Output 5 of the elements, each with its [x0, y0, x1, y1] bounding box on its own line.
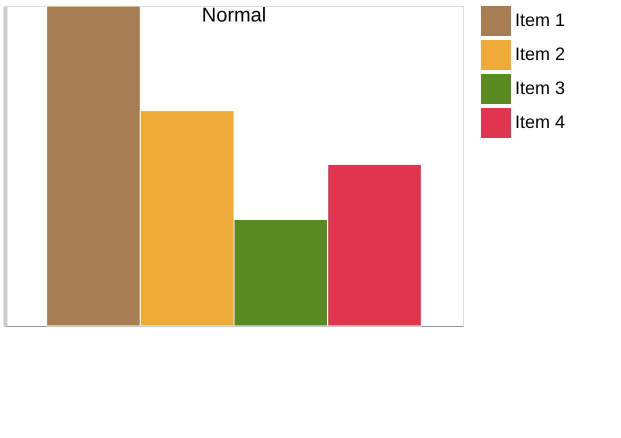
legend-label: Item 1	[515, 10, 566, 30]
legend-label: Item 4	[515, 112, 566, 132]
legend-label: Item 2	[515, 44, 566, 64]
legend-label: Item 3	[515, 78, 566, 98]
chart-title: Normal	[202, 4, 266, 26]
